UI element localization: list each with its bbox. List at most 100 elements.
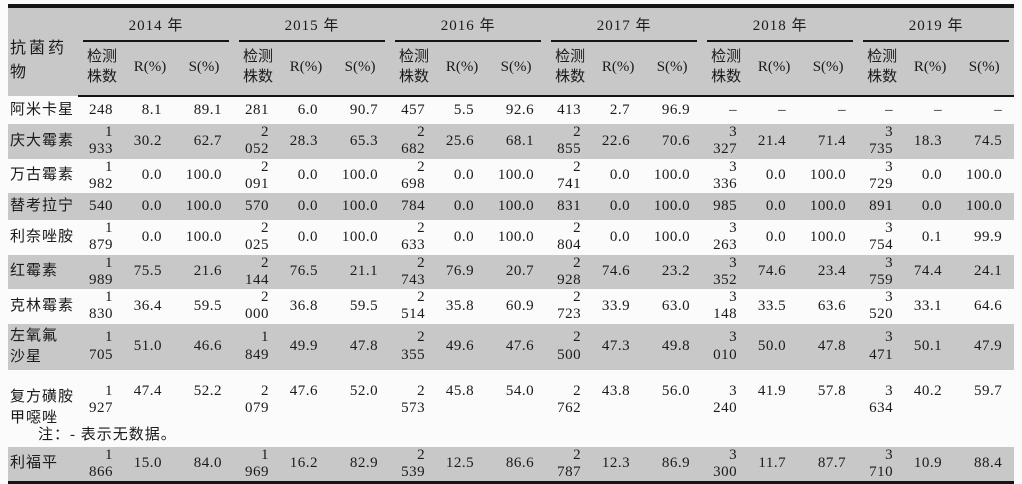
cell-count: 1 933 [78,124,126,159]
cell-r: 33.1 [913,297,943,314]
col-header-count-line: 株数 [243,69,274,85]
col-header-count-line: 株数 [555,69,586,85]
drug-name: 复方磺胺 甲噁唑 [8,370,78,447]
cell-s: 74.5 [954,124,1015,159]
cell-s: 60.9 [505,297,535,314]
cell-count: 2 144 [234,254,283,289]
cell-s: 57.8 [817,382,847,399]
drug-name-line: 沙星 [10,348,43,365]
cell-r: 33.5 [757,297,787,314]
table-header: 抗菌药物 2014 年 2015 年 2016 年 2017 年 2018 年 2019 … [8,6,1015,97]
cell-count: 540 [78,193,126,220]
cell-r: 43.8 [601,382,631,399]
cell-r: 49.6 [438,323,487,370]
cell-count: 281 [245,101,270,118]
cell-s: 100.0 [330,193,391,220]
cell-count: 2 723 [557,289,582,323]
cell-count: 248 [89,101,113,118]
year-header-row: 抗菌药物 2014 年 2015 年 2016 年 2017 年 2018 年 2019 … [8,6,1015,96]
cell-r: – [778,101,787,118]
year-label: 2014 年 [83,8,230,42]
cell-r: 22.6 [594,124,643,159]
col-header-s: S(%) [954,42,1015,97]
sub-header-row: 检测 株数 R(%) S(%) 检测 株数 R(%) S(%) 检测 株数 R(%) S(%) 检测 株数… [8,42,1015,97]
cell-r: 30.2 [126,124,174,159]
cell-count: 2 000 [245,289,270,323]
col-header-s: S(%) [330,42,391,97]
year-label: 2018 年 [707,8,854,42]
cell-r: 76.5 [282,254,331,289]
col-header-s: S(%) [798,42,859,97]
drug-name-line: 利奈唑胺 [10,228,75,245]
col-header-r: R(%) [906,42,955,97]
cell-r: 0.0 [297,228,319,245]
cell-s: 64.6 [973,297,1003,314]
cell-s: 100.0 [642,193,703,220]
col-header-s: S(%) [174,42,235,97]
cell-s: 100.0 [341,228,379,245]
cell-r: 47.6 [289,382,319,399]
drug-name: 庆大霉素 [8,124,78,159]
cell-r: 0.0 [297,167,319,184]
cell-count: 891 [858,193,907,220]
table-row: 红霉素 1 989 75.5 21.6 2 144 76.5 21.1 2 743 76.9 20… [8,254,1015,289]
drug-name: 左氧氟 沙星 [8,323,78,370]
cell-count: 2 079 [245,382,270,416]
col-header-count-line: 检测 [867,49,898,65]
cell-count: 2 787 [546,446,595,483]
drug-name: 阿米卡星 [8,96,78,124]
drug-name: 替考拉宁 [8,193,78,220]
col-header-count: 检测 株数 [234,42,283,97]
year-label: 2017 年 [551,8,698,42]
year-header: 2015 年 [234,6,391,42]
col-header-r: R(%) [438,42,487,97]
cell-count: 2 741 [557,158,582,192]
cell-s: 100.0 [653,167,691,184]
cell-count: 2 539 [390,446,439,483]
col-header-s: S(%) [642,42,703,97]
drug-name: 克林霉素 [8,289,78,324]
cell-s: – [838,101,847,118]
cell-count: 3 327 [702,124,751,159]
cell-count: 413 [557,101,582,118]
col-header-count: 检测 株数 [78,42,126,97]
cell-s: 24.1 [954,254,1015,289]
table-row: 庆大霉素 1 933 30.2 62.7 2 052 28.3 65.3 2 682 25.6 6… [8,124,1015,159]
cell-s: 100.0 [185,167,223,184]
col-header-count-line: 株数 [86,69,117,85]
cell-count: 831 [546,193,595,220]
cell-count: 3 352 [702,254,751,289]
cell-s: 100.0 [798,193,859,220]
drug-name: 万古霉素 [8,159,78,194]
cell-s: 100.0 [653,228,691,245]
cell-r: 50.1 [906,323,955,370]
col-header-count-line: 检测 [711,49,742,65]
cell-s: 100.0 [497,167,535,184]
drug-name-line: 万古霉素 [10,167,75,184]
table-row: 左氧氟 沙星 1 705 51.0 46.6 1 849 49.9 47.8 2 355 49.6… [8,323,1015,370]
cell-s: 70.6 [642,124,703,159]
drug-name-line: 阿米卡星 [10,101,75,118]
cell-s: 100.0 [497,228,535,245]
col-header-count-line: 株数 [711,69,742,85]
cell-r: 5.5 [453,101,475,118]
cell-s: 59.5 [349,297,379,314]
cell-r: 0.0 [750,193,799,220]
col-header-count-line: 株数 [399,69,430,85]
cell-s: 71.4 [798,124,859,159]
cell-r: 0.1 [921,228,943,245]
cell-count: 1 982 [89,158,113,192]
cell-r: 12.5 [438,446,487,483]
cell-count: 3 263 [713,220,738,254]
drug-name-line: 复方磺胺 [10,389,75,405]
cell-count: 2 698 [401,158,426,192]
cell-count: 1 849 [234,323,283,370]
year-header: 2019 年 [858,6,1015,42]
cell-r: 74.6 [750,254,799,289]
cell-r: 50.0 [750,323,799,370]
cell-r: 8.1 [141,101,162,118]
table-row: 复方磺胺 甲噁唑 1 927 47.4 52.2 2 079 47.6 52.0 2 573 45… [8,370,1014,447]
cell-count: 2 052 [234,124,283,159]
cell-count: 2 500 [546,323,595,370]
drug-name: 利奈唑胺 [8,220,78,255]
